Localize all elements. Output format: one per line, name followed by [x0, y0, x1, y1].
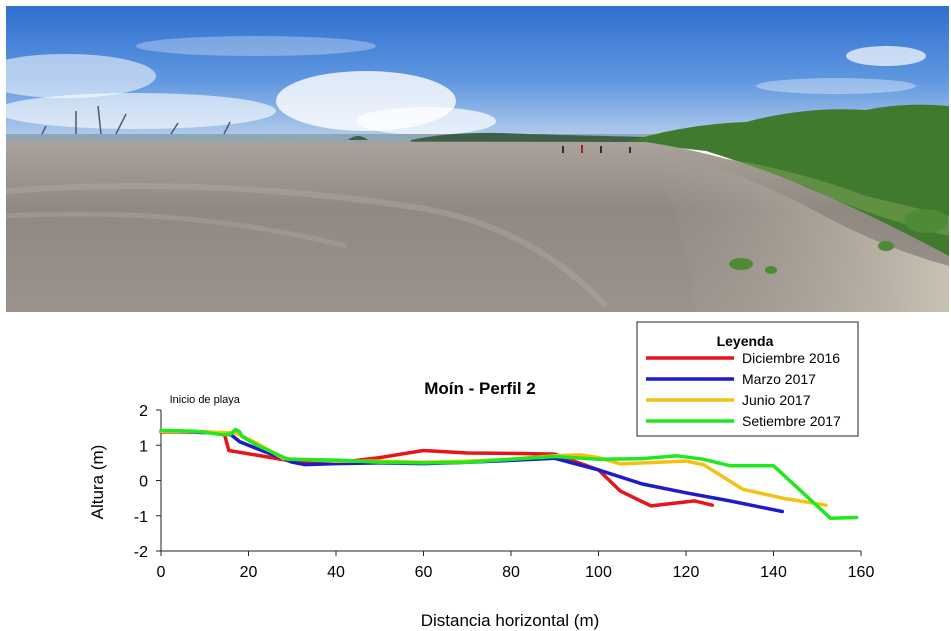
- legend-label-2: Marzo 2017: [742, 371, 816, 387]
- x-tick-label: 40: [327, 564, 345, 581]
- clouds: [6, 36, 926, 135]
- x-tick-label: 0: [157, 564, 166, 581]
- annotation-inicio-playa: Inicio de playa: [170, 394, 241, 406]
- x-tick-label: 160: [848, 564, 875, 581]
- small-island: [348, 136, 368, 140]
- series-layer: [159, 427, 859, 520]
- x-tick-label: 20: [240, 564, 258, 581]
- chart: 0 20 40 60 80 100 120 140 160 2 1 0 -1 -2 Moín - Perf…: [88, 321, 875, 630]
- port-cranes: [41, 105, 231, 135]
- chart-title: Moín - Perfil 2: [424, 379, 535, 398]
- people: [562, 145, 631, 153]
- beach-panorama-photo: [6, 6, 949, 312]
- legend-label-4: Setiembre 2017: [742, 413, 841, 429]
- x-tick-label: 140: [760, 564, 787, 581]
- series-line-3: [159, 429, 828, 507]
- axes: 0 20 40 60 80 100 120 140 160 2 1 0 -1 -2: [134, 403, 875, 581]
- x-tick-label: 60: [415, 564, 433, 581]
- x-tick-label: 120: [673, 564, 700, 581]
- x-tick-label: 80: [502, 564, 520, 581]
- y-tick-label: 2: [139, 403, 148, 420]
- legend-label-3: Junio 2017: [742, 392, 811, 408]
- y-tick-label: -2: [134, 544, 148, 561]
- x-axis-label: Distancia horizontal (m): [421, 611, 600, 630]
- y-tick-label: -1: [134, 509, 148, 526]
- y-axis-label: Altura (m): [88, 445, 107, 520]
- vegetation-patches: [729, 209, 948, 274]
- y-tick-label: 0: [139, 474, 148, 491]
- series-line-1: [159, 430, 715, 508]
- x-tick-label: 100: [585, 564, 612, 581]
- series-line-4: [159, 427, 859, 520]
- legend-title: Leyenda: [717, 333, 774, 349]
- legend-label-1: Diciembre 2016: [742, 350, 840, 366]
- distant-hills: [411, 132, 646, 142]
- legend: Leyenda Diciembre 2016 Marzo 2017 Junio 20…: [636, 321, 859, 437]
- y-tick-label: 1: [139, 438, 148, 455]
- legend-items: Diciembre 2016 Marzo 2017 Junio 2017 Setiem…: [646, 350, 841, 429]
